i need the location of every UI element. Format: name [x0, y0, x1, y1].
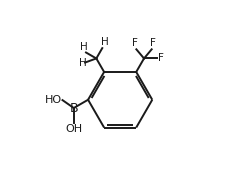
Text: H: H [79, 57, 86, 68]
Text: HO: HO [45, 95, 62, 105]
Text: H: H [80, 42, 88, 52]
Text: F: F [133, 38, 138, 48]
Text: F: F [150, 38, 156, 48]
Text: OH: OH [65, 124, 82, 134]
Text: B: B [69, 101, 78, 115]
Text: F: F [158, 53, 164, 63]
Text: H: H [101, 37, 108, 47]
